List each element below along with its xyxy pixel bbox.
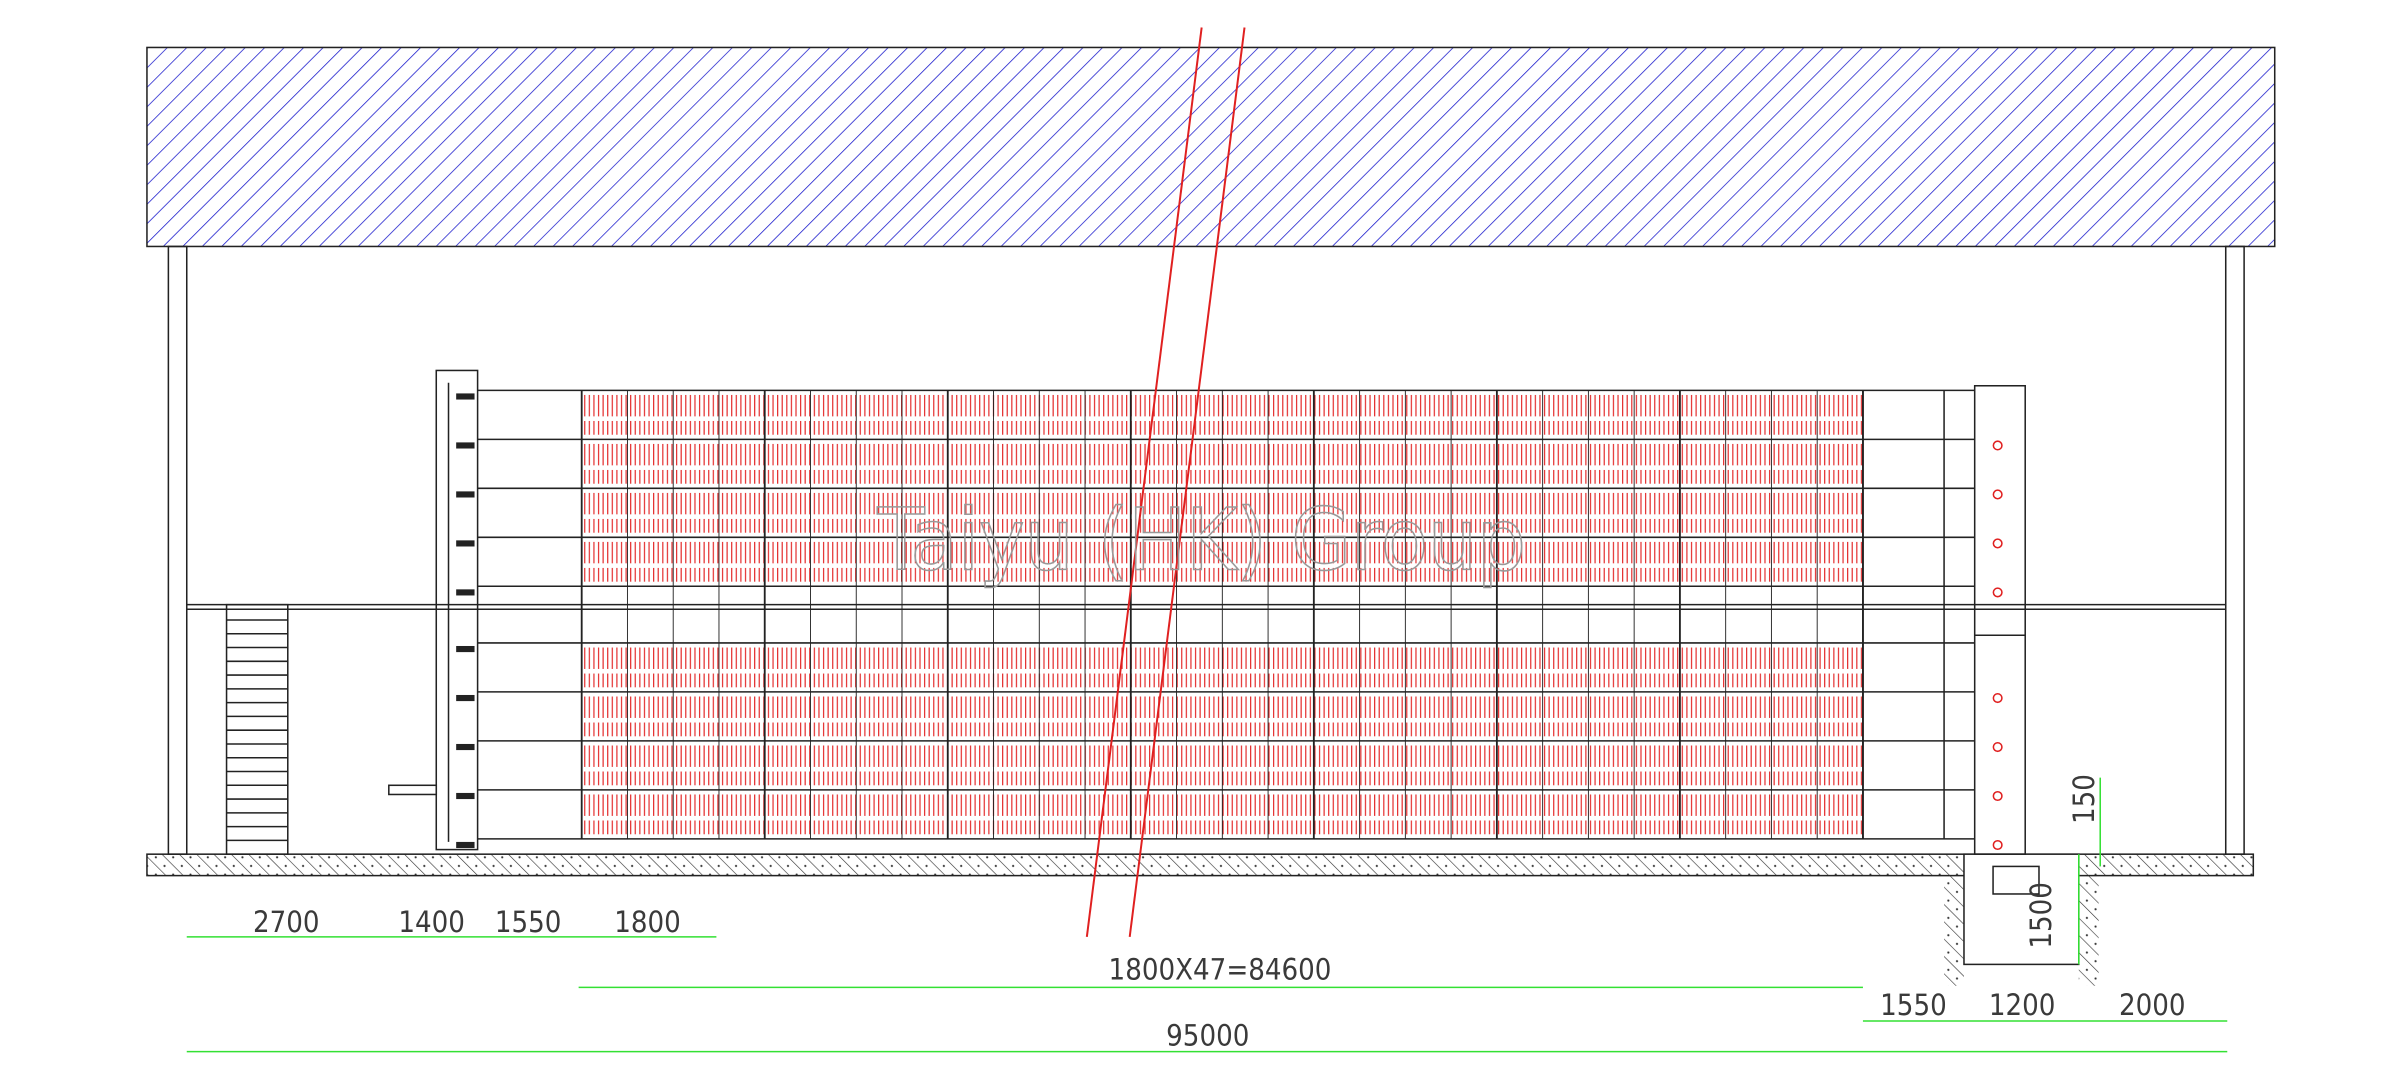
tower-bracket (456, 645, 475, 653)
break-line (1085, 27, 1203, 937)
end-unit (1973, 384, 2026, 855)
dim-label: 1800 (614, 905, 681, 939)
pit-wall (1944, 875, 1964, 986)
stair-treads (226, 619, 288, 842)
nozzle (1992, 692, 2003, 704)
nozzle (1992, 741, 2003, 753)
dim-label: 1550 (1880, 988, 1947, 1022)
left-post (167, 245, 188, 855)
pit-wall (2078, 875, 2099, 986)
building (146, 46, 2276, 986)
tower-bracket (456, 540, 475, 547)
pit-machine (1992, 865, 2040, 895)
nozzle (1992, 587, 2003, 598)
tower-bracket (456, 393, 475, 400)
tower-bracket (456, 841, 475, 849)
dim-label: 1550 (495, 905, 562, 939)
nozzle (1992, 538, 2003, 549)
dim-label: 1500 (2024, 882, 2058, 949)
dim-label: 1400 (398, 905, 465, 939)
hopper (388, 784, 438, 796)
right-post (2224, 245, 2245, 855)
tower (435, 369, 479, 851)
dim-label: 1800X47=84600 (1109, 953, 1332, 987)
tower-bracket (456, 491, 475, 498)
tower-bracket (456, 442, 475, 449)
ground (146, 853, 2255, 877)
dim-label: 95000 (1166, 1019, 1249, 1053)
tower-bracket (456, 743, 475, 751)
roof (146, 46, 2276, 248)
nozzle (1992, 489, 2003, 500)
watermark: Taiyu (HK) Group (876, 490, 1525, 590)
nozzle (1992, 790, 2003, 802)
cages (456, 389, 2026, 851)
nozzle (1992, 440, 2003, 451)
pit (1963, 853, 2080, 966)
dim-label: 150 (2067, 774, 2101, 824)
tower-bracket (456, 589, 475, 596)
dimensions: 2700 1400 1550 1800 1800X47=84600 1550 1… (186, 774, 2228, 1053)
dim-label: 2700 (253, 905, 320, 939)
break-line (1128, 27, 1246, 937)
dim-label: 2000 (2119, 988, 2186, 1022)
dim-label: 1200 (1989, 988, 2056, 1022)
nozzle (1992, 839, 2003, 851)
tower-bracket (456, 694, 475, 702)
tower-bracket (456, 792, 475, 800)
